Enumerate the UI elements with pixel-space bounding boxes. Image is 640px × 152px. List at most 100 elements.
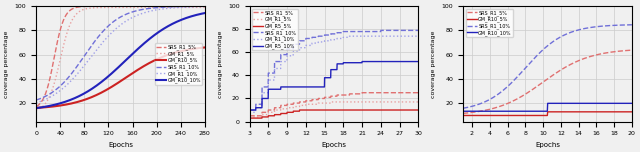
- SRS_R1_10%: [540, 48, 547, 50]
- GM_R10_5%: [132, 70, 140, 72]
- GM_R10_5%: [540, 115, 548, 116]
- SRS_R1_5%: [32, 106, 40, 108]
- SRS_R1_10%: [550, 40, 558, 41]
- GM_R10_5%: [598, 111, 605, 113]
- SRS_R1_5%: [197, 5, 205, 7]
- SRS_R1_10%: [132, 10, 140, 12]
- GM_R1_5%: [320, 102, 328, 104]
- SRS_R1_5%: [550, 73, 558, 75]
- GM_R5_10%: [263, 98, 271, 99]
- GM_R10_10%: [544, 102, 552, 104]
- Line: GM_R10_10%: GM_R10_10%: [36, 13, 205, 108]
- GM_R10_10%: [551, 102, 559, 104]
- Y-axis label: coverage percentage: coverage percentage: [218, 30, 223, 98]
- SRS_R1_10%: [314, 36, 322, 38]
- Line: GM_R1_5%: GM_R1_5%: [36, 7, 205, 110]
- SRS_R1_5%: [320, 98, 328, 99]
- GM_R5_10%: [378, 61, 385, 62]
- GM_R5_5%: [415, 109, 422, 111]
- SRS_R1_5%: [628, 49, 636, 51]
- SRS_R1_10%: [197, 5, 205, 7]
- Line: GM_R1_10%: GM_R1_10%: [36, 7, 205, 103]
- SRS_R1_5%: [124, 5, 131, 7]
- GM_R1_5%: [314, 103, 322, 105]
- SRS_R1_5%: [263, 111, 271, 113]
- GM_R5_5%: [263, 116, 271, 118]
- GM_R10_10%: [540, 110, 547, 112]
- Line: SRS_R1_5%: SRS_R1_5%: [463, 50, 632, 113]
- Legend: SRS_R1_5%, GM_R1_5%, GM_R10_5%, SRS_R1_10%, GM_R1_10%, GM_R10_10%: SRS_R1_5%, GM_R1_5%, GM_R10_5%, SRS_R1_1…: [155, 43, 202, 85]
- GM_R5_5%: [314, 109, 322, 111]
- Line: GM_R5_5%: GM_R5_5%: [250, 110, 419, 118]
- GM_R1_10%: [362, 35, 369, 37]
- SRS_R1_10%: [171, 6, 179, 8]
- SRS_R1_5%: [378, 92, 385, 94]
- Line: GM_R10_5%: GM_R10_5%: [36, 47, 205, 108]
- SRS_R1_10%: [624, 24, 632, 26]
- GM_R10_5%: [625, 111, 632, 113]
- GM_R1_10%: [171, 7, 179, 9]
- Line: GM_R1_10%: GM_R1_10%: [250, 36, 419, 112]
- GM_R10_5%: [124, 76, 131, 78]
- SRS_R1_10%: [377, 29, 385, 31]
- GM_R5_10%: [246, 109, 253, 111]
- GM_R10_5%: [171, 52, 179, 54]
- SRS_R1_5%: [362, 92, 369, 94]
- GM_R1_5%: [197, 7, 205, 8]
- GM_R10_10%: [460, 110, 467, 112]
- GM_R1_10%: [32, 102, 40, 104]
- GM_R5_10%: [320, 86, 328, 88]
- SRS_R1_10%: [415, 29, 422, 31]
- SRS_R1_5%: [113, 5, 121, 7]
- SRS_R1_10%: [598, 25, 605, 27]
- SRS_R1_5%: [598, 53, 605, 55]
- SRS_R1_5%: [201, 5, 209, 7]
- GM_R1_10%: [378, 35, 385, 37]
- GM_R10_10%: [201, 12, 209, 14]
- Line: SRS_R1_10%: SRS_R1_10%: [250, 30, 419, 110]
- SRS_R1_5%: [358, 92, 366, 94]
- GM_R1_10%: [415, 35, 422, 37]
- SRS_R1_10%: [560, 35, 568, 36]
- GM_R1_5%: [113, 7, 120, 8]
- GM_R1_5%: [171, 7, 179, 8]
- SRS_R1_10%: [362, 31, 369, 33]
- GM_R5_10%: [358, 61, 366, 62]
- Line: GM_R5_10%: GM_R5_10%: [250, 62, 419, 110]
- SRS_R1_10%: [628, 24, 636, 26]
- GM_R10_10%: [32, 107, 40, 109]
- GM_R1_10%: [113, 27, 121, 29]
- Line: SRS_R1_5%: SRS_R1_5%: [250, 93, 419, 116]
- SRS_R1_10%: [460, 107, 467, 109]
- Line: SRS_R1_10%: SRS_R1_10%: [463, 25, 632, 108]
- GM_R10_5%: [551, 111, 559, 113]
- GM_R10_10%: [598, 102, 605, 104]
- Line: SRS_R1_5%: SRS_R1_5%: [36, 6, 205, 107]
- Line: GM_R1_5%: GM_R1_5%: [250, 102, 419, 117]
- GM_R10_5%: [628, 111, 636, 113]
- X-axis label: Epochs: Epochs: [108, 142, 133, 148]
- X-axis label: Epochs: Epochs: [535, 142, 560, 148]
- Legend: SRS_R1_5%, GM_R1_5%, GM_R5_5%, SRS_R1_10%, GM_R1_10%, GM_R5_10%: SRS_R1_5%, GM_R1_5%, GM_R5_5%, SRS_R1_10…: [252, 9, 298, 50]
- SRS_R1_5%: [246, 115, 253, 117]
- GM_R1_10%: [314, 42, 322, 44]
- GM_R1_5%: [378, 101, 385, 103]
- SRS_R1_5%: [540, 80, 548, 82]
- GM_R1_10%: [381, 35, 388, 37]
- Line: GM_R10_5%: GM_R10_5%: [463, 112, 632, 116]
- GM_R1_5%: [246, 116, 253, 118]
- GM_R1_5%: [415, 101, 422, 103]
- GM_R1_10%: [246, 111, 253, 113]
- GM_R5_5%: [362, 109, 369, 111]
- GM_R10_5%: [113, 82, 121, 84]
- SRS_R1_5%: [314, 99, 322, 100]
- SRS_R1_5%: [132, 5, 140, 7]
- GM_R1_10%: [320, 41, 328, 43]
- X-axis label: Epochs: Epochs: [321, 142, 346, 148]
- SRS_R1_10%: [540, 48, 548, 49]
- SRS_R1_5%: [381, 92, 388, 94]
- SRS_R1_5%: [415, 92, 422, 94]
- GM_R10_10%: [560, 102, 568, 104]
- Line: GM_R10_10%: GM_R10_10%: [463, 103, 632, 111]
- GM_R1_5%: [381, 101, 388, 103]
